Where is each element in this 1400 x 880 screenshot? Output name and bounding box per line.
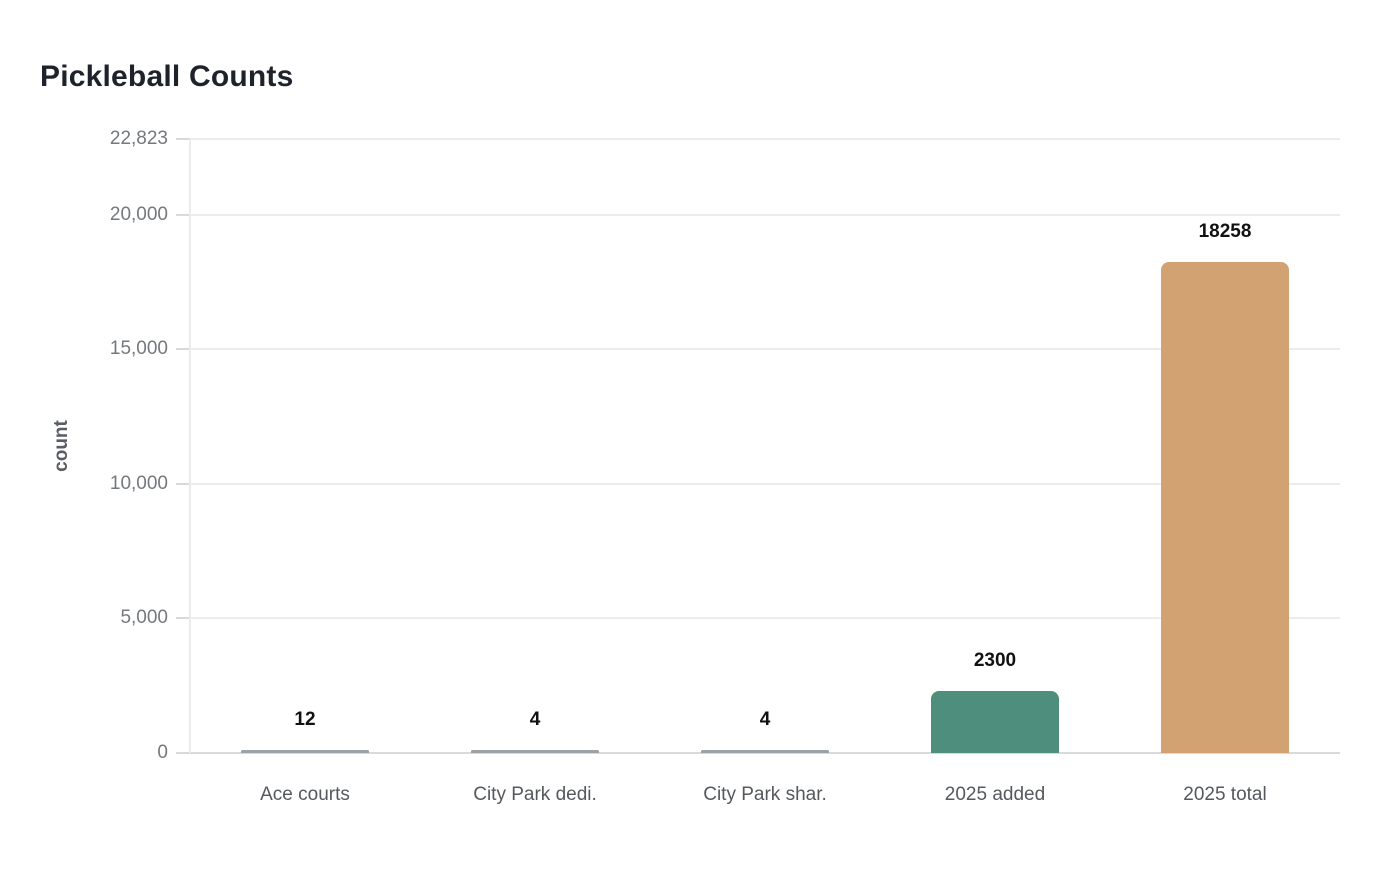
y-tick-label: 0: [157, 742, 168, 763]
bar-value-label: 4: [759, 709, 771, 730]
y-tick-label: 10,000: [109, 472, 168, 494]
x-tick-label: 2025 total: [1183, 784, 1267, 805]
gridline: [190, 482, 1340, 485]
chart-title: Pickleball Counts: [40, 60, 294, 93]
y-axis-line: [189, 139, 191, 753]
bar-city-park-dedi-[interactable]: [471, 750, 599, 753]
bar-value-label: 12: [294, 709, 316, 730]
y-axis-title: count: [51, 420, 72, 472]
y-tick-mark: [176, 348, 190, 351]
y-tick-label: 20,000: [109, 203, 168, 225]
gridline: [190, 617, 1340, 620]
bar-value-label: 2300: [973, 650, 1017, 672]
y-tick-mark: [176, 617, 190, 620]
y-tick-label: 5,000: [120, 607, 168, 629]
y-tick-mark: [176, 138, 190, 140]
y-tick-label: 22,823: [109, 128, 168, 149]
x-tick-label: City Park shar.: [703, 784, 827, 805]
y-tick-mark: [176, 213, 190, 216]
bar-2025-total[interactable]: [1161, 261, 1289, 753]
x-tick-label: City Park dedi.: [473, 784, 597, 805]
bar-value-label: 18258: [1198, 220, 1252, 242]
y-tick-label: 15,000: [109, 338, 168, 360]
x-tick-label: 2025 added: [944, 784, 1046, 805]
gridline: [190, 138, 1340, 140]
y-tick-mark: [176, 482, 190, 485]
y-tick-mark: [176, 752, 190, 754]
bar-2025-added[interactable]: [931, 691, 1059, 753]
gridline: [190, 752, 1340, 754]
x-tick-label: Ace courts: [260, 784, 350, 805]
gridline: [190, 348, 1340, 351]
gridline: [190, 213, 1340, 216]
bar-value-label: 4: [529, 709, 541, 730]
bar-city-park-shar-[interactable]: [701, 750, 829, 753]
bar-ace-courts[interactable]: [241, 750, 369, 753]
